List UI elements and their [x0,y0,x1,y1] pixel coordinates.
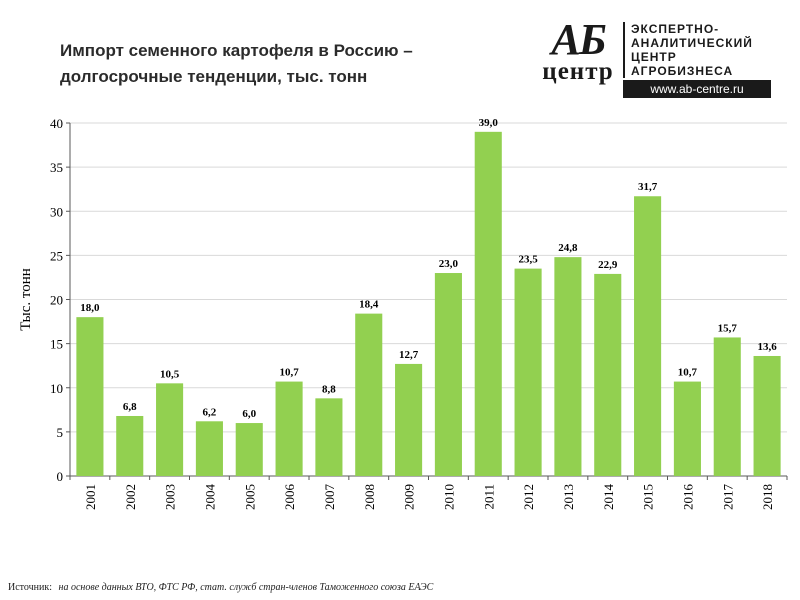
x-tick-label: 2007 [322,484,337,511]
bar-value-label: 10,7 [279,367,299,379]
bar [235,423,263,476]
x-tick-label: 2002 [123,484,138,510]
bar [195,421,223,476]
y-tick-label: 30 [50,204,63,219]
bar-value-label: 31,7 [638,181,658,193]
source-note: Источник: на основе данных ВТО, ФТС РФ, … [8,582,433,593]
logo-mark: АБ центр [537,15,619,85]
bar-value-label: 10,7 [678,367,698,379]
bar [474,131,502,476]
bar-value-label: 6,8 [123,401,137,413]
x-tick-label: 2014 [601,484,616,511]
y-tick-label: 10 [50,381,63,396]
x-tick-label: 2018 [760,484,775,510]
y-tick-label: 35 [50,160,63,175]
bar-value-label: 39,0 [479,117,499,129]
x-tick-label: 2009 [402,484,417,510]
y-axis-label: Тыс. тонн [18,268,34,331]
bar [76,317,104,476]
chart-title: Импорт семенного картофеля в Россию – до… [60,38,480,90]
bar-value-label: 13,6 [757,341,777,353]
bar-value-label: 12,7 [399,349,419,361]
logo-line-1: ЭКСПЕРТНО- [631,22,720,36]
bar [514,268,542,476]
bar [634,196,662,476]
bar-value-label: 18,0 [80,302,100,314]
bar-value-label: 15,7 [718,322,738,334]
bar-value-label: 8,8 [322,383,336,395]
x-tick-label: 2006 [282,484,297,511]
x-tick-label: 2005 [242,484,257,510]
chart-title-line-1: Импорт семенного картофеля в Россию – [60,41,413,60]
x-tick-label: 2015 [641,484,656,510]
y-tick-label: 40 [50,116,63,131]
chart-title-line-2: долгосрочные тенденции, тыс. тонн [60,67,368,86]
y-tick-label: 0 [57,469,64,484]
bar [116,415,144,476]
bar-value-label: 6,2 [203,406,217,418]
y-tick-label: 25 [50,248,63,263]
x-tick-label: 2017 [720,484,735,511]
bar-value-label: 23,5 [518,254,538,266]
bar-value-label: 23,0 [439,258,459,270]
bar [594,273,622,476]
bar-value-label: 18,4 [359,299,379,311]
bar-value-label: 10,5 [160,368,180,380]
logo-mark-bottom: центр [542,58,614,85]
bar-value-label: 6,0 [242,408,256,420]
x-tick-label: 2013 [561,484,576,510]
bar-value-label: 24,8 [558,242,578,254]
logo-line-2: АНАЛИТИЧЕСКИЙ [631,36,753,50]
x-tick-label: 2011 [481,484,496,510]
bar [156,383,184,476]
x-tick-label: 2010 [441,484,456,510]
bar [395,363,423,476]
y-tick-label: 15 [50,337,63,352]
bar [713,337,741,476]
x-tick-label: 2003 [163,484,178,510]
x-tick-label: 2012 [521,484,536,510]
bar [554,257,582,476]
logo-mark-top: АБ [551,15,606,64]
x-tick-label: 2004 [202,484,217,511]
bar [434,273,462,476]
logo-text: ЭКСПЕРТНО- АНАЛИТИЧЕСКИЙ ЦЕНТР АГРОБИЗНЕ… [623,22,753,78]
x-tick-label: 2008 [362,484,377,510]
logo-line-4: АГРОБИЗНЕСА [631,64,734,78]
bar-value-label: 22,9 [598,259,618,271]
bar [753,355,781,476]
x-tick-label: 2001 [83,484,98,510]
bar [355,313,383,476]
source-text: на основе данных ВТО, ФТС РФ, стат. служ… [58,582,434,593]
ab-centre-logo: АБ центр ЭКСПЕРТНО- АНАЛИТИЧЕСКИЙ ЦЕНТР … [537,15,777,100]
logo-line-3: ЦЕНТР [631,50,677,64]
y-tick-label: 20 [50,293,63,308]
bar [315,398,343,476]
y-tick-label: 5 [57,425,64,440]
logo-url: www.ab-centre.ru [623,80,771,98]
bar [275,381,303,476]
bar [673,381,701,476]
source-label: Источник: [8,582,53,593]
x-tick-label: 2016 [680,484,695,511]
